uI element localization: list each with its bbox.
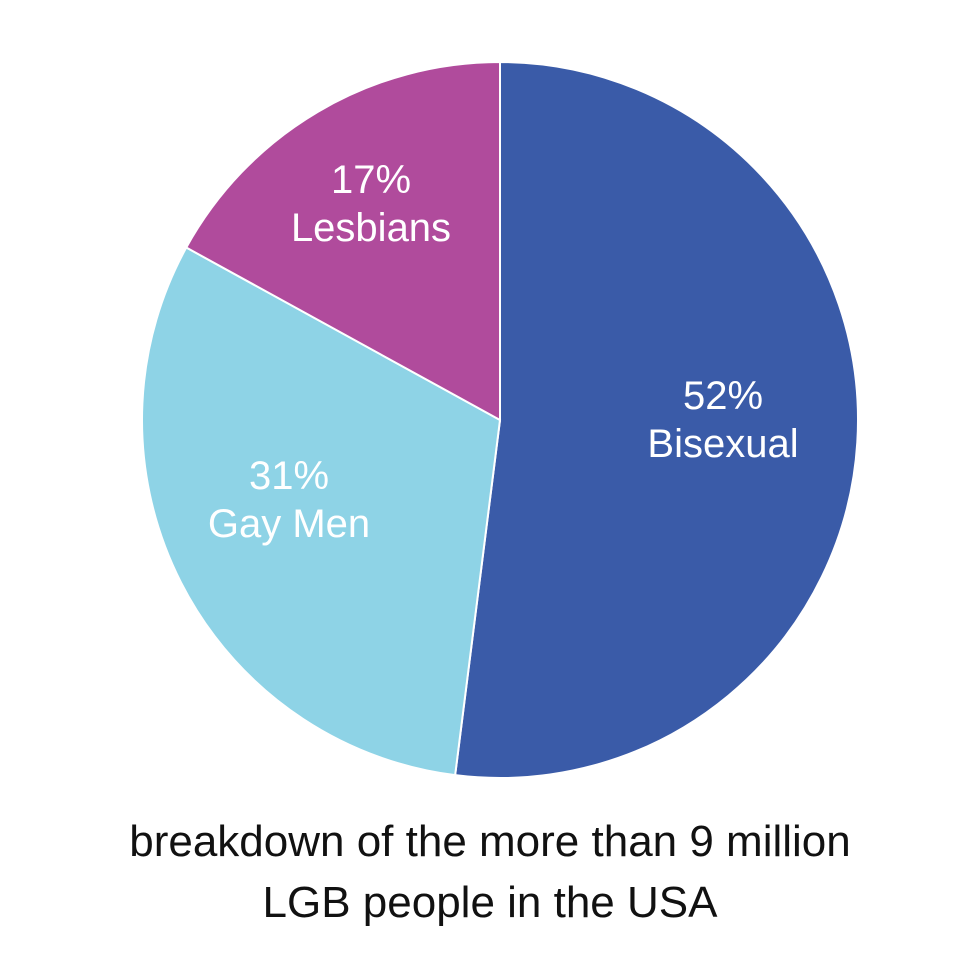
slice-name: Bisexual [647,422,799,466]
slice-label-gay-men: 31% Gay Men [208,452,370,548]
slice-percent: 52% [682,374,764,418]
slice-label-lesbians: 17% Lesbians [291,156,451,252]
slice-name: Lesbians [290,206,452,250]
pie-slice-gay-men [141,246,502,777]
pie-slice-lesbians [184,60,501,422]
slice-label-bisexual: 52% Bisexual [647,372,798,468]
slice-percent: 31% [248,454,330,498]
pie-slice-bisexual [454,60,859,779]
caption-line-2: LGB people in the USA [262,878,718,927]
slice-name: Gay Men [207,502,371,546]
slice-percent: 17% [330,158,412,202]
caption-line-1: breakdown of the more than 9 million [129,817,851,866]
